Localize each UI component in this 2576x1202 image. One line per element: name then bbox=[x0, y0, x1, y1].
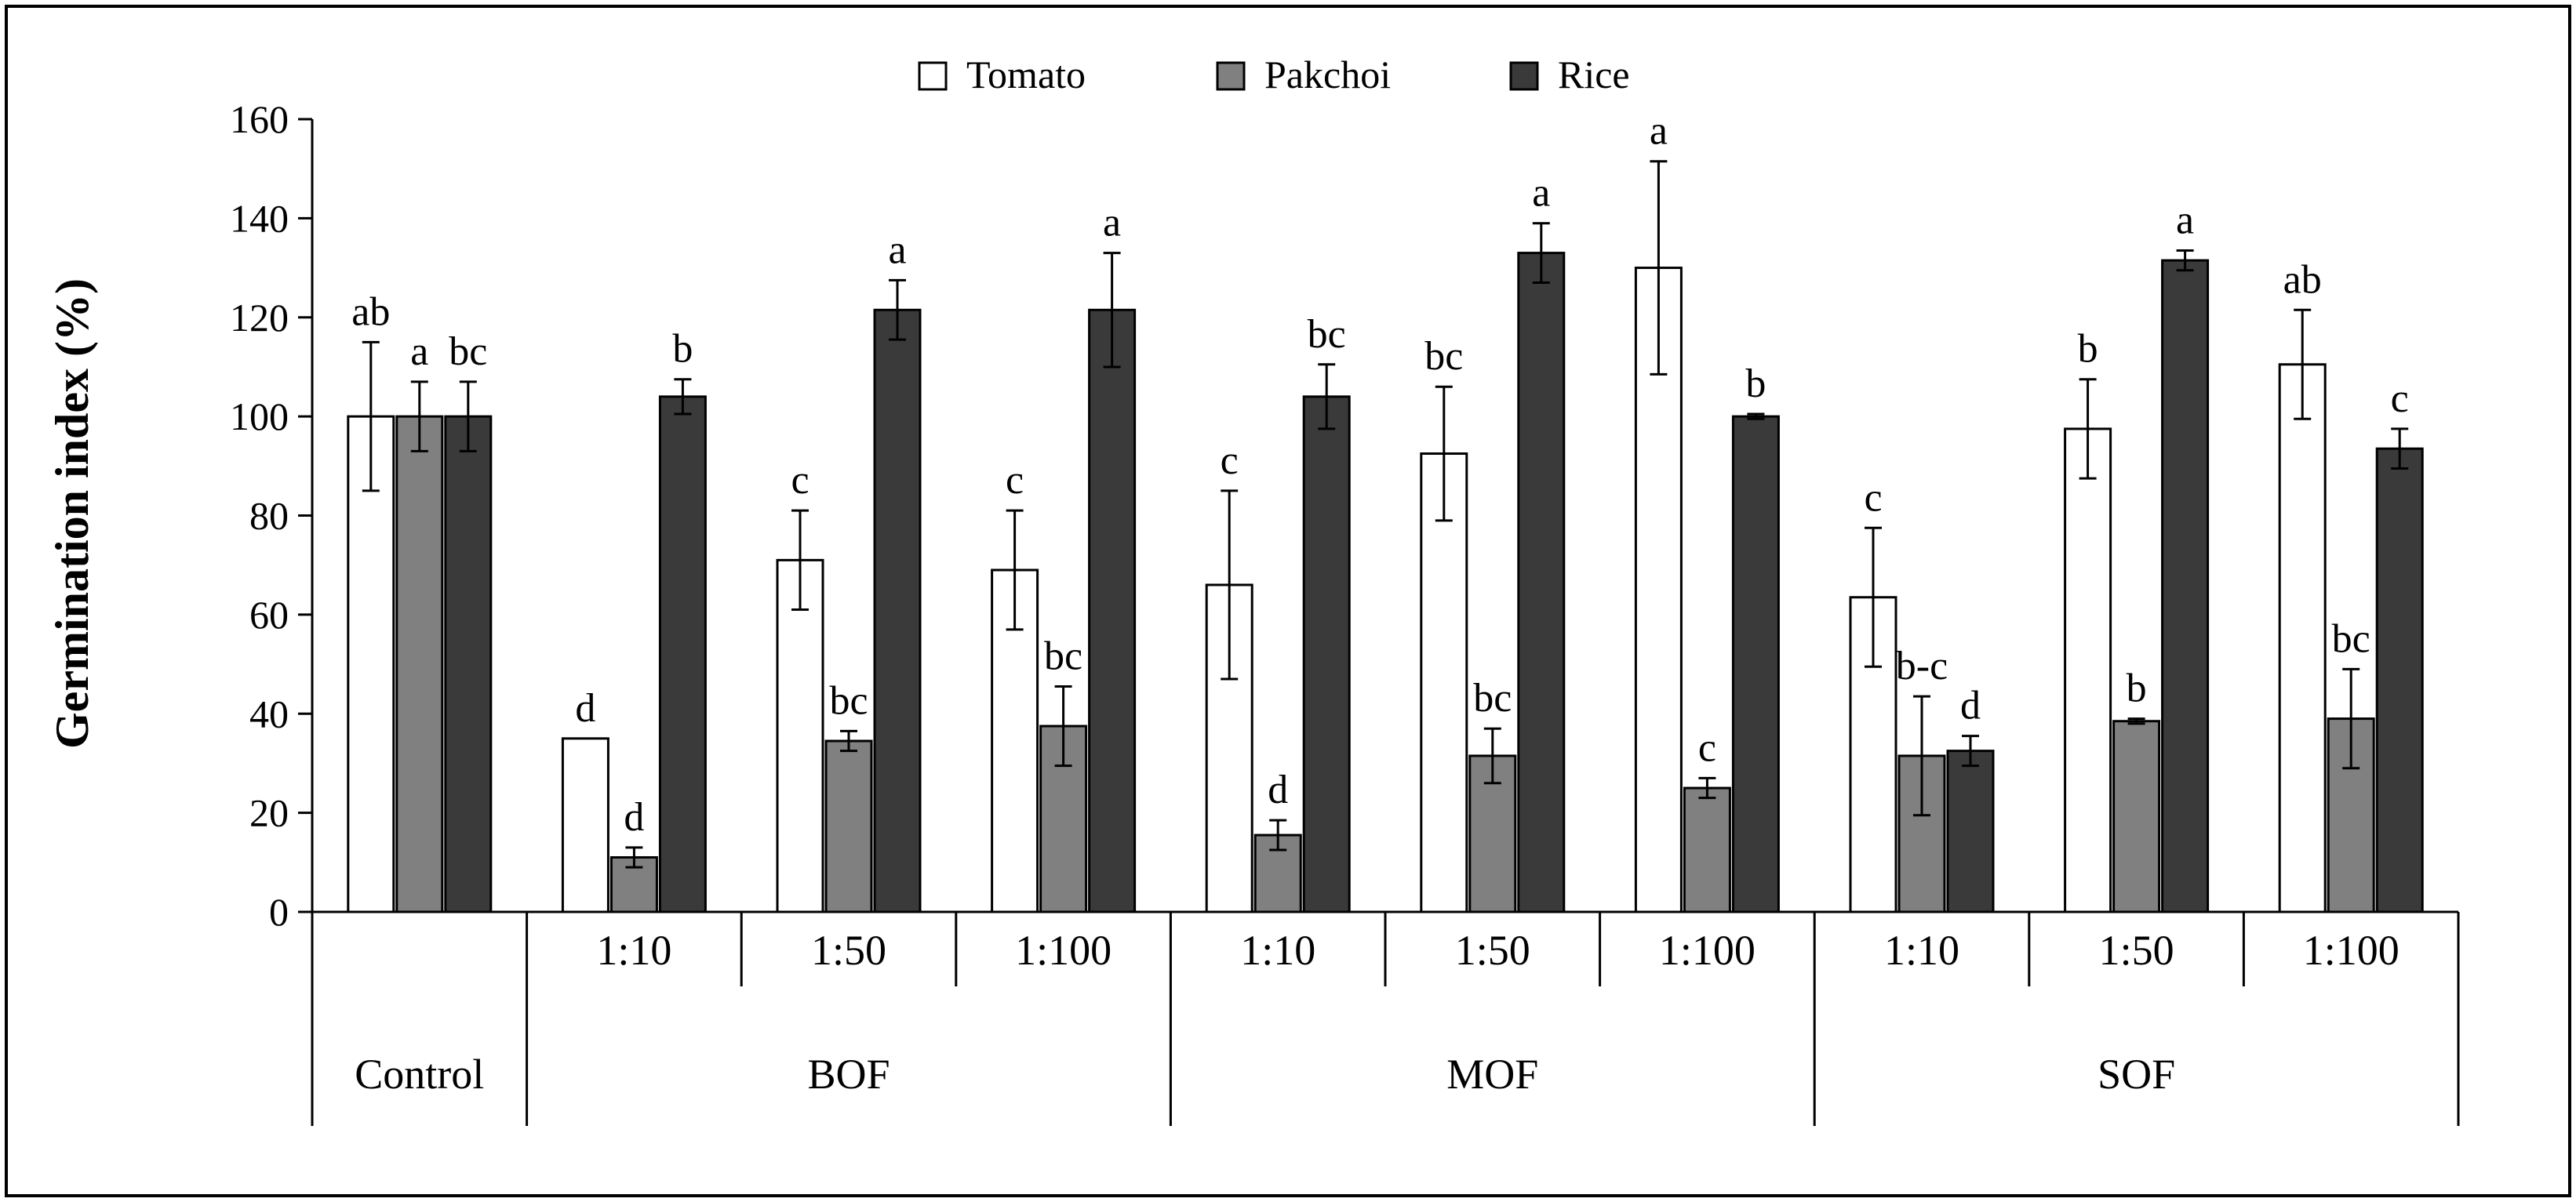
significance-letter: b bbox=[2127, 666, 2147, 711]
legend-label-tomato: Tomato bbox=[966, 53, 1086, 96]
dilution-label: 1:10 bbox=[596, 927, 671, 974]
legend-label-rice: Rice bbox=[1558, 53, 1630, 96]
y-tick-label: 80 bbox=[249, 494, 289, 538]
bar-pakchoi bbox=[2112, 720, 2161, 913]
dilution-label: 1:10 bbox=[1240, 927, 1315, 974]
y-tick-label: 120 bbox=[230, 296, 289, 340]
significance-letter: ab bbox=[2283, 257, 2322, 302]
bar-rice bbox=[1946, 750, 1995, 913]
significance-letter: bc bbox=[2332, 616, 2370, 661]
significance-letter: a bbox=[1650, 109, 1668, 154]
significance-letter: c bbox=[2391, 376, 2409, 421]
bar-pakchoi bbox=[1683, 786, 1731, 913]
significance-letter: b bbox=[2078, 327, 2098, 372]
dilution-label: 1:50 bbox=[1455, 927, 1530, 974]
bar-tomato bbox=[2278, 363, 2327, 913]
significance-letter: bc bbox=[1044, 634, 1082, 678]
bar-tomato bbox=[561, 737, 609, 913]
significance-letter: a bbox=[1532, 171, 1550, 216]
bar-rice bbox=[1517, 252, 1566, 913]
significance-letter: d bbox=[1960, 684, 1981, 728]
dilution-label: 1:50 bbox=[811, 927, 886, 974]
dilution-label: 1:10 bbox=[1884, 927, 1959, 974]
bar-tomato bbox=[2064, 427, 2112, 913]
y-tick-label: 40 bbox=[249, 692, 289, 735]
bar-tomato bbox=[1420, 452, 1468, 913]
legend-swatch-rice bbox=[1509, 61, 1539, 91]
bar-pakchoi bbox=[824, 739, 873, 913]
y-tick-label: 140 bbox=[230, 196, 289, 240]
bar-rice bbox=[1302, 395, 1351, 913]
bars-layer bbox=[347, 252, 2424, 913]
significance-letter: bc bbox=[1308, 312, 1346, 357]
bar-rice bbox=[444, 415, 493, 913]
bar-tomato bbox=[776, 558, 824, 913]
group-label: SOF bbox=[2098, 1051, 2175, 1098]
bar-pakchoi bbox=[395, 415, 444, 913]
bar-rice bbox=[2161, 259, 2210, 913]
significance-letter: b bbox=[1745, 361, 1766, 406]
legend-label-pakchoi: Pakchoi bbox=[1264, 53, 1391, 96]
bar-rice bbox=[873, 308, 922, 913]
dilution-label: 1:50 bbox=[2099, 927, 2174, 974]
significance-letter: d bbox=[1268, 768, 1288, 812]
significance-letter: a bbox=[2176, 198, 2194, 242]
significance-letter: a bbox=[888, 227, 906, 272]
significance-letter: bc bbox=[449, 329, 487, 374]
significance-letter: a bbox=[410, 329, 428, 374]
y-tick-label: 100 bbox=[230, 394, 289, 438]
legend-swatch-pakchoi bbox=[1216, 61, 1246, 91]
significance-letter: b-c bbox=[1896, 644, 1948, 688]
significance-letter: c bbox=[1864, 475, 1882, 520]
bar-rice bbox=[1731, 415, 1780, 913]
dilution-label: 1:100 bbox=[2303, 927, 2400, 974]
group-label: Control bbox=[355, 1051, 484, 1098]
significance-letter: d bbox=[575, 686, 595, 731]
error-bars-layer bbox=[362, 160, 2409, 869]
bar-rice bbox=[2375, 447, 2424, 913]
significance-letter: d bbox=[624, 795, 644, 840]
significance-letter: c bbox=[791, 458, 809, 503]
significance-letter: b bbox=[672, 327, 693, 372]
y-tick-label: 60 bbox=[249, 593, 289, 637]
bar-rice bbox=[658, 395, 707, 913]
group-label: MOF bbox=[1446, 1051, 1538, 1098]
significance-letter: bc bbox=[1473, 676, 1512, 721]
dilution-label: 1:100 bbox=[1015, 927, 1112, 974]
y-tick-label: 20 bbox=[249, 791, 289, 835]
y-axis-label: Germination index (%) bbox=[46, 278, 98, 749]
significance-letter: bc bbox=[1424, 334, 1463, 379]
legend-swatch-tomato bbox=[918, 61, 948, 91]
significance-letter: c bbox=[1221, 438, 1239, 483]
axes-layer bbox=[311, 119, 2460, 1126]
significance-letter: ab bbox=[351, 289, 390, 334]
significance-letter: c bbox=[1698, 725, 1716, 770]
group-label: BOF bbox=[807, 1051, 890, 1098]
x-category-labels: 1:10 1:50 1:100 1:10 1:50 1:100 1:10 1:50 1:100 C… bbox=[355, 927, 2399, 1098]
y-axis-ticks: 0 20 40 60 80 100 120 140 160 bbox=[230, 97, 312, 934]
y-tick-label: 160 bbox=[230, 97, 289, 141]
significance-letter: c bbox=[1006, 458, 1024, 503]
legend: Tomato Pakchoi Rice bbox=[918, 53, 1630, 96]
bar-rice bbox=[1088, 308, 1137, 913]
dilution-label: 1:100 bbox=[1659, 927, 1756, 974]
significance-letter: bc bbox=[829, 678, 868, 723]
significance-letter: a bbox=[1103, 201, 1121, 245]
y-tick-label: 0 bbox=[269, 890, 289, 934]
